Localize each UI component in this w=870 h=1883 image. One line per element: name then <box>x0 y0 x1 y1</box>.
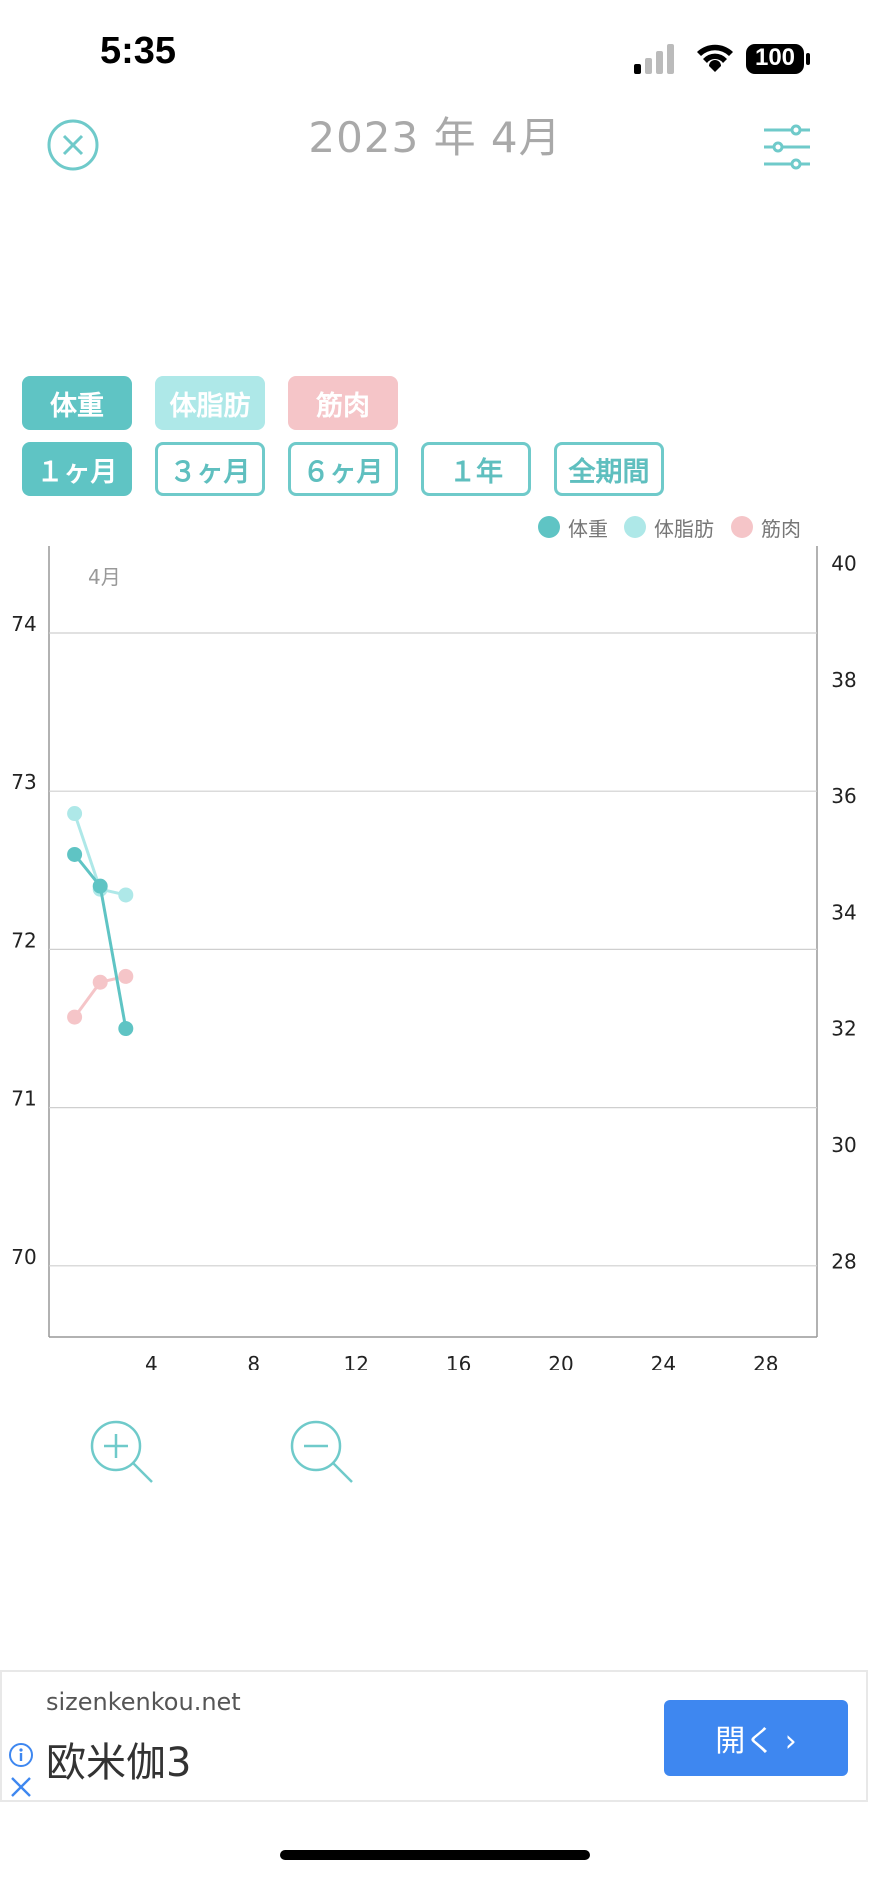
tab-body-fat[interactable]: 体脂肪 <box>155 376 265 430</box>
home-indicator[interactable] <box>280 1850 590 1860</box>
y-left-tick-label: 71 <box>11 1087 36 1111</box>
x-tick-label: 24 <box>651 1352 676 1370</box>
y-right-tick-label: 36 <box>831 784 856 808</box>
filter-settings-button[interactable] <box>762 124 812 170</box>
x-tick-label: 20 <box>548 1352 573 1370</box>
legend-label: 筋肉 <box>761 516 801 541</box>
legend-body-fat: 体脂肪 <box>624 512 714 542</box>
data-point[interactable] <box>92 878 108 894</box>
data-point[interactable] <box>67 846 83 862</box>
data-point[interactable] <box>67 1009 83 1025</box>
ad-close-icon[interactable] <box>8 1774 34 1800</box>
y-right-tick-label: 34 <box>831 900 856 924</box>
ad-title: 欧米伽3 <box>46 1740 192 1786</box>
x-tick-label: 28 <box>753 1352 778 1370</box>
tab-weight[interactable]: 体重 <box>22 376 132 430</box>
tab-all-period[interactable]: 全期間 <box>554 442 664 496</box>
close-circle-icon <box>47 119 99 171</box>
x-tick-label: 8 <box>247 1352 260 1370</box>
y-left-tick-label: 74 <box>11 612 36 636</box>
ad-info-icon[interactable] <box>8 1742 34 1768</box>
zoom-out-button[interactable] <box>288 1418 358 1488</box>
tab-muscle[interactable]: 筋肉 <box>288 376 398 430</box>
data-point[interactable] <box>118 887 134 903</box>
y-left-tick-label: 73 <box>11 770 36 794</box>
tab-1-month[interactable]: １ヶ月 <box>22 442 132 496</box>
legend-weight: 体重 <box>538 512 608 542</box>
page-title: 2023 年 4月 <box>308 113 562 162</box>
data-point[interactable] <box>118 1021 134 1037</box>
zoom-out-icon <box>290 1420 353 1483</box>
signal-icon <box>634 44 674 74</box>
status-icons <box>630 38 820 78</box>
tab-3-months[interactable]: ３ヶ月 <box>155 442 265 496</box>
x-tick-label: 16 <box>446 1352 471 1370</box>
y-left-tick-label: 70 <box>11 1245 36 1269</box>
close-button[interactable] <box>46 118 100 172</box>
x-tick-label: 4 <box>145 1352 158 1370</box>
legend-dot-icon <box>538 516 560 538</box>
x-tick-label: 12 <box>343 1352 368 1370</box>
ad-open-button[interactable]: 開く › <box>664 1700 848 1776</box>
legend-label: 体脂肪 <box>654 516 714 541</box>
sliders-icon <box>764 124 810 170</box>
tab-1-year[interactable]: １年 <box>421 442 531 496</box>
legend-label: 体重 <box>568 516 608 541</box>
zoom-in-button[interactable] <box>88 1418 158 1488</box>
y-right-tick-label: 40 <box>831 551 856 575</box>
y-left-tick-label: 72 <box>11 928 36 952</box>
data-point[interactable] <box>118 968 134 984</box>
chart-month-label: 4月 <box>88 565 121 589</box>
y-right-tick-label: 38 <box>831 668 856 692</box>
zoom-in-icon <box>90 1420 153 1483</box>
tab-6-months[interactable]: ６ヶ月 <box>288 442 398 496</box>
ad-banner[interactable]: sizenkenkou.net 欧米伽3 開く › <box>0 1670 868 1802</box>
y-right-tick-label: 32 <box>831 1017 856 1041</box>
legend-dot-icon <box>731 516 753 538</box>
status-time: 5:35 <box>100 30 177 72</box>
wifi-icon <box>697 44 733 72</box>
data-point[interactable] <box>67 806 83 822</box>
data-point[interactable] <box>92 974 108 990</box>
y-right-tick-label: 30 <box>831 1133 856 1157</box>
weight-chart[interactable]: 4月 70 71 72 73 74 28 30 32 34 36 38 40 4 8 12 16 20 24 2… <box>0 540 870 1370</box>
legend-muscle: 筋肉 <box>731 512 801 542</box>
ad-domain: sizenkenkou.net <box>46 1688 241 1716</box>
y-right-tick-label: 28 <box>831 1249 856 1273</box>
battery-level: 100 <box>754 44 796 71</box>
legend-dot-icon <box>624 516 646 538</box>
battery-icon <box>746 44 810 74</box>
